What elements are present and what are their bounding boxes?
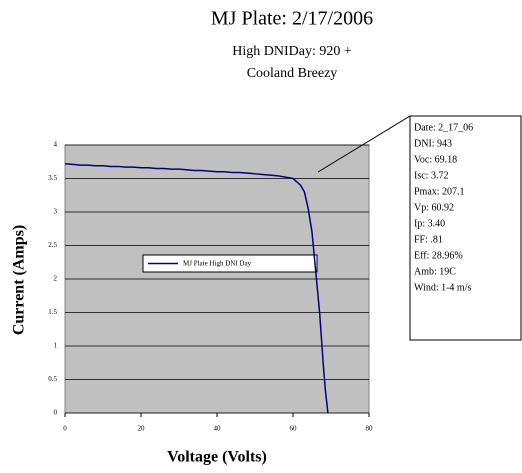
y-tick-label: 2.5: [48, 241, 57, 249]
y-tick-label: 3.5: [48, 174, 57, 182]
y-tick-label: 2: [54, 275, 58, 283]
x-tick-label: 20: [138, 425, 146, 433]
annotation-line: Date: 2_17_06: [414, 122, 473, 133]
y-axis-label: Current (Amps): [11, 225, 28, 335]
x-tick-label: 80: [366, 425, 374, 433]
annotation-line: Wind: 1-4 m/s: [414, 282, 471, 293]
annotation-line: Ip: 3.40: [414, 218, 445, 229]
y-tick-label: 0.5: [48, 375, 57, 383]
y-tick-label: 4: [54, 141, 58, 149]
x-tick-label: 60: [290, 425, 298, 433]
y-tick-label: 3: [54, 208, 58, 216]
annotation-line: Vp: 60.92: [414, 202, 454, 213]
legend: [142, 254, 318, 273]
annotation-line: Eff: 28.96%: [414, 250, 463, 261]
annotation-line: FF: .81: [414, 234, 443, 245]
annotation-line: Amb: 19C: [414, 266, 456, 277]
annotation-box: [409, 115, 522, 341]
annotation-pointer: [317, 115, 411, 173]
x-tick-label: 0: [63, 425, 67, 433]
annotation-line: Voc: 69.18: [414, 154, 457, 165]
subtitle: Cooland Breezy: [247, 66, 338, 81]
y-tick-label: 1: [54, 342, 58, 350]
subtitle: High DNIDay: 920 +: [232, 44, 352, 59]
annotation-line: DNI: 943: [414, 138, 452, 149]
data-line: [64, 163, 329, 414]
legend-label: MJ Plate High DNI Day: [183, 260, 252, 268]
y-tick-label: 1.5: [48, 308, 57, 316]
annotation-line: Isc: 3.72: [414, 170, 448, 181]
x-tick-label: 40: [214, 425, 222, 433]
chart-title: MJ Plate: 2/17/2006: [211, 8, 373, 30]
x-axis-label: Voltage (Volts): [167, 449, 267, 466]
y-tick-label: 0: [54, 409, 58, 417]
annotation-line: Pmax: 207.1: [414, 186, 465, 197]
